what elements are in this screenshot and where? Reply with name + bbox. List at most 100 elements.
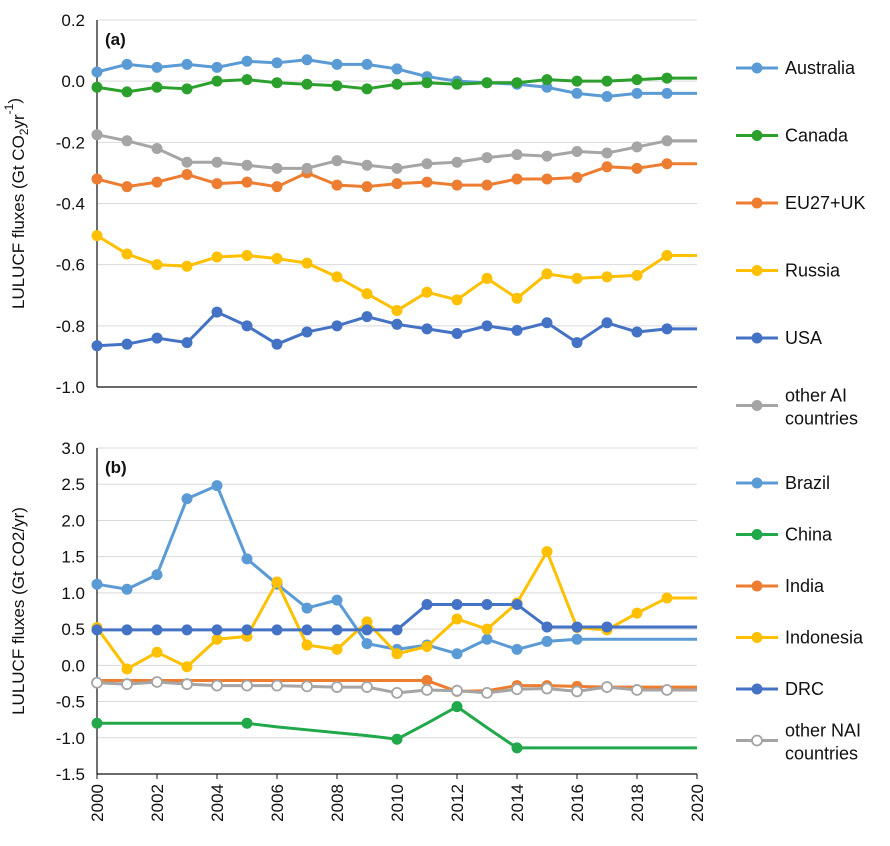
data-point bbox=[241, 717, 253, 729]
legend-label: Brazil bbox=[785, 473, 830, 493]
y-tick-label: 0.2 bbox=[61, 11, 85, 30]
x-tick-label: 2020 bbox=[688, 784, 707, 822]
data-point bbox=[631, 269, 643, 281]
data-point bbox=[211, 61, 223, 73]
data-point bbox=[451, 78, 463, 90]
x-tick-label: 2016 bbox=[568, 784, 587, 822]
data-point bbox=[541, 268, 553, 280]
data-point bbox=[541, 621, 553, 633]
data-point bbox=[121, 663, 133, 675]
y-axis-label: LULUCF fluxes (Gt CO2yr-1) bbox=[2, 98, 31, 309]
data-point bbox=[571, 337, 583, 349]
y-tick-label: -0.8 bbox=[56, 317, 85, 336]
y-tick-label: -1.0 bbox=[56, 729, 85, 748]
data-point bbox=[631, 87, 643, 99]
legend-item: DRC bbox=[736, 679, 824, 699]
data-point bbox=[541, 682, 553, 695]
y-axis-label-part: ) bbox=[5, 98, 24, 104]
y-tick-label: -0.5 bbox=[56, 693, 85, 712]
chart-panel-a: 0.2 0.0 -0.2 -0.4 -0.6 -0.8 -1.0 (a) LULUCF flux… bbox=[2, 11, 866, 429]
data-point bbox=[481, 633, 493, 645]
x-tick-label: 2010 bbox=[388, 784, 407, 822]
data-point bbox=[421, 323, 433, 335]
data-point bbox=[121, 338, 133, 350]
data-point bbox=[241, 624, 253, 636]
x-tick-label: 2004 bbox=[208, 784, 227, 822]
data-point bbox=[121, 58, 133, 70]
data-point bbox=[601, 271, 613, 283]
data-point bbox=[121, 86, 133, 98]
data-point bbox=[121, 135, 133, 147]
data-point bbox=[421, 598, 433, 610]
data-point bbox=[391, 162, 403, 174]
data-point bbox=[541, 317, 553, 329]
data-point bbox=[241, 679, 253, 692]
data-point bbox=[301, 54, 313, 66]
data-point bbox=[631, 326, 643, 338]
data-point bbox=[421, 77, 433, 89]
data-point bbox=[211, 679, 223, 692]
data-point bbox=[301, 326, 313, 338]
data-point bbox=[661, 87, 673, 99]
data-point bbox=[91, 66, 103, 78]
data-point bbox=[121, 624, 133, 636]
data-point bbox=[481, 598, 493, 610]
x-tick-label: 2014 bbox=[508, 784, 527, 822]
chart-panel-b: 3.0 2.5 2.0 1.5 1.0 0.5 0.0 -0.5 -1.0 -1.5 (b) LULU… bbox=[9, 439, 864, 822]
data-point bbox=[511, 742, 523, 754]
data-point bbox=[241, 159, 253, 171]
data-point bbox=[451, 613, 463, 625]
legend-label: USA bbox=[785, 328, 822, 348]
legend-item: Indonesia bbox=[736, 628, 864, 648]
data-point bbox=[121, 248, 133, 260]
data-point bbox=[271, 624, 283, 636]
data-point bbox=[271, 181, 283, 193]
data-point bbox=[541, 173, 553, 185]
legend-label: Russia bbox=[785, 261, 841, 281]
legend-swatch-marker bbox=[751, 580, 763, 592]
y-axis-label-part: -1 bbox=[2, 103, 16, 114]
data-point bbox=[391, 648, 403, 660]
x-tick-label: 2018 bbox=[628, 784, 647, 822]
legend-item: India bbox=[736, 576, 825, 596]
data-point bbox=[541, 74, 553, 86]
data-point bbox=[451, 684, 463, 697]
data-point bbox=[541, 150, 553, 162]
data-point bbox=[331, 594, 343, 606]
data-point bbox=[301, 257, 313, 269]
data-point bbox=[421, 640, 433, 652]
legend-swatch-marker bbox=[751, 683, 763, 695]
data-point bbox=[181, 58, 193, 70]
y-tick-label: -1.0 bbox=[56, 378, 85, 397]
data-point bbox=[241, 74, 253, 86]
data-point bbox=[361, 311, 373, 323]
data-point bbox=[631, 162, 643, 174]
y-tick-label: -0.2 bbox=[56, 133, 85, 152]
data-point bbox=[211, 480, 223, 492]
data-point bbox=[241, 553, 253, 565]
legend: Australia Canada EU27+UK Russia USA other AI c… bbox=[736, 58, 866, 429]
data-point bbox=[361, 681, 373, 693]
data-point bbox=[241, 55, 253, 67]
data-point bbox=[361, 624, 373, 636]
data-point bbox=[391, 305, 403, 317]
legend-swatch-marker bbox=[751, 130, 763, 141]
data-point bbox=[481, 686, 493, 699]
data-point bbox=[511, 643, 523, 655]
data-point bbox=[361, 181, 373, 193]
data-point bbox=[151, 624, 163, 636]
data-point bbox=[361, 83, 373, 95]
panel-label: (b) bbox=[105, 458, 127, 477]
data-point bbox=[211, 624, 223, 636]
data-point bbox=[301, 680, 313, 693]
legend-item: other NAI countries bbox=[736, 721, 861, 764]
y-tick-label: 0.0 bbox=[61, 72, 85, 91]
data-point bbox=[481, 320, 493, 332]
data-point bbox=[121, 678, 133, 691]
data-point bbox=[541, 635, 553, 647]
legend: Brazil China India Indonesia DRC other NAI cou… bbox=[736, 473, 864, 764]
y-tick-label: -1.5 bbox=[56, 765, 85, 784]
data-point bbox=[181, 337, 193, 349]
data-point bbox=[91, 624, 103, 636]
y-axis-label-part: LULUCF fluxes (Gt CO bbox=[9, 135, 28, 309]
